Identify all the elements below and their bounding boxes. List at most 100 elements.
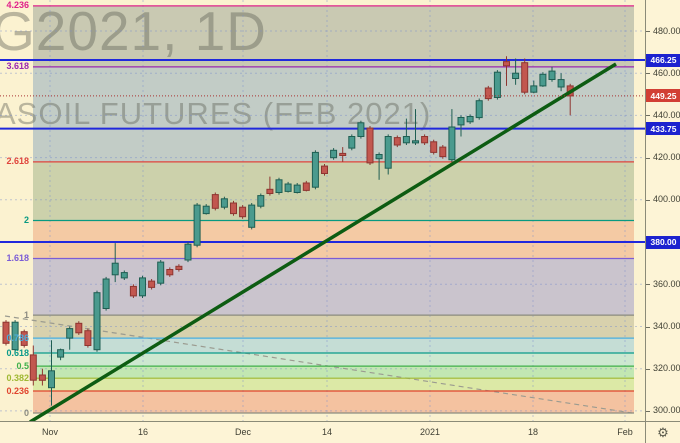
price-tick bbox=[646, 326, 650, 328]
fib-zone-0.236-0 bbox=[33, 391, 634, 413]
price-tick bbox=[646, 368, 650, 370]
candle-body bbox=[193, 204, 201, 246]
current-price-badge: 449.25 bbox=[646, 89, 680, 103]
candle-body bbox=[129, 285, 137, 297]
candle-body bbox=[439, 146, 447, 158]
candle-body bbox=[321, 165, 328, 175]
candle-body bbox=[211, 194, 219, 209]
price-line-badge-380.00: 380.00 bbox=[646, 235, 680, 249]
candle-body bbox=[302, 182, 310, 191]
candle-body bbox=[239, 206, 247, 218]
fib-zone-0.618-0.5 bbox=[33, 353, 634, 367]
price-line-badge-466.25: 466.25 bbox=[646, 53, 680, 67]
price-tick bbox=[646, 410, 650, 412]
price-tick bbox=[646, 199, 650, 201]
candle-body bbox=[84, 330, 92, 347]
time-axis[interactable]: Nov 16 Dec 14 2021 18 Feb bbox=[0, 421, 645, 443]
candle-body bbox=[448, 126, 456, 161]
price-pane[interactable] bbox=[0, 0, 645, 421]
candle-body bbox=[20, 331, 28, 346]
price-chart-canvas[interactable] bbox=[0, 0, 645, 421]
candle-body bbox=[166, 269, 174, 276]
candle-body bbox=[139, 277, 146, 297]
price-tick bbox=[646, 157, 650, 159]
candle-body bbox=[311, 151, 319, 188]
price-line-badge-433.75: 433.75 bbox=[646, 122, 680, 136]
candle-body bbox=[275, 179, 283, 194]
time-tick-label-18: 18 bbox=[527, 427, 538, 437]
candle-body bbox=[230, 202, 237, 215]
candle-body bbox=[184, 243, 192, 261]
price-tick-label: 440.00 bbox=[653, 109, 680, 120]
time-tick-label-Feb: Feb bbox=[617, 427, 633, 437]
candle-body bbox=[202, 205, 210, 215]
candle-body bbox=[412, 140, 419, 144]
candle-body bbox=[375, 154, 383, 160]
candle-body bbox=[339, 152, 347, 156]
fib-zone-0.786-0.618 bbox=[33, 338, 634, 354]
time-tick-label-14: 14 bbox=[321, 427, 332, 437]
time-tick-label-Dec: Dec bbox=[234, 427, 251, 437]
axis-settings-button[interactable]: ⚙ bbox=[645, 421, 680, 443]
fib-zone-1-0.786 bbox=[33, 315, 634, 339]
price-tick-label: 420.00 bbox=[653, 152, 680, 163]
candle-body bbox=[257, 195, 265, 207]
candle-body bbox=[475, 100, 483, 119]
time-tick-label-Nov: Nov bbox=[41, 427, 58, 437]
candle-body bbox=[557, 79, 565, 88]
candle-body bbox=[93, 292, 101, 351]
gear-icon: ⚙ bbox=[657, 425, 669, 440]
time-tick-label-16: 16 bbox=[137, 427, 148, 437]
fib-zone-0.5-0.382 bbox=[33, 366, 634, 379]
candle-body bbox=[175, 265, 183, 270]
fib-zone-2.618-2 bbox=[33, 161, 634, 221]
fib-zone-2-1.618 bbox=[33, 220, 634, 259]
price-axis[interactable]: 480.00 460.00 440.00 420.00 400.00 380.00 360.… bbox=[645, 0, 680, 443]
price-tick-label: 340.00 bbox=[653, 321, 680, 331]
candle-body bbox=[348, 136, 356, 149]
candle-body bbox=[493, 71, 501, 98]
candle-body bbox=[157, 261, 165, 284]
candle-body bbox=[384, 136, 392, 169]
candle-body bbox=[48, 370, 55, 389]
candle-body bbox=[457, 117, 465, 126]
candle-body bbox=[38, 374, 46, 381]
candle-body bbox=[2, 321, 10, 344]
price-tick-label: 320.00 bbox=[653, 363, 680, 374]
candle-body bbox=[503, 61, 510, 67]
fib-zone-4.236-3.618 bbox=[33, 5, 634, 67]
price-tick-label: 400.00 bbox=[653, 194, 680, 205]
candles-series bbox=[2, 56, 574, 406]
candle-body bbox=[148, 280, 156, 288]
candle-body bbox=[521, 62, 529, 93]
price-tick bbox=[646, 115, 650, 117]
candle-body bbox=[421, 136, 429, 144]
candle-body bbox=[393, 137, 401, 146]
candle-body bbox=[402, 136, 410, 144]
price-tick bbox=[646, 73, 650, 75]
candle-body bbox=[266, 188, 274, 195]
candle-body bbox=[548, 70, 556, 80]
candle-body bbox=[102, 278, 110, 309]
candle-body bbox=[220, 198, 228, 208]
candle-body bbox=[248, 204, 256, 228]
ascending-trendline[interactable] bbox=[29, 62, 617, 421]
time-tick-label-2021: 2021 bbox=[419, 427, 441, 437]
candle-body bbox=[284, 183, 292, 192]
fib-zone-0.382-0.236 bbox=[33, 378, 634, 392]
descending-dashed-trendline[interactable] bbox=[4, 315, 633, 414]
candle-body bbox=[484, 87, 492, 100]
price-tick bbox=[646, 31, 650, 32]
price-tick-label: 360.00 bbox=[653, 278, 680, 289]
candle-body bbox=[57, 349, 65, 358]
candle-body bbox=[530, 85, 538, 93]
price-tick bbox=[646, 284, 650, 286]
candle-body bbox=[29, 354, 37, 381]
price-tick-label: 300.00 bbox=[653, 405, 680, 416]
candle-body bbox=[11, 321, 19, 351]
candle-body bbox=[111, 262, 119, 276]
candle-body bbox=[512, 72, 520, 79]
candle-body bbox=[539, 73, 547, 87]
candle-body bbox=[357, 122, 365, 138]
